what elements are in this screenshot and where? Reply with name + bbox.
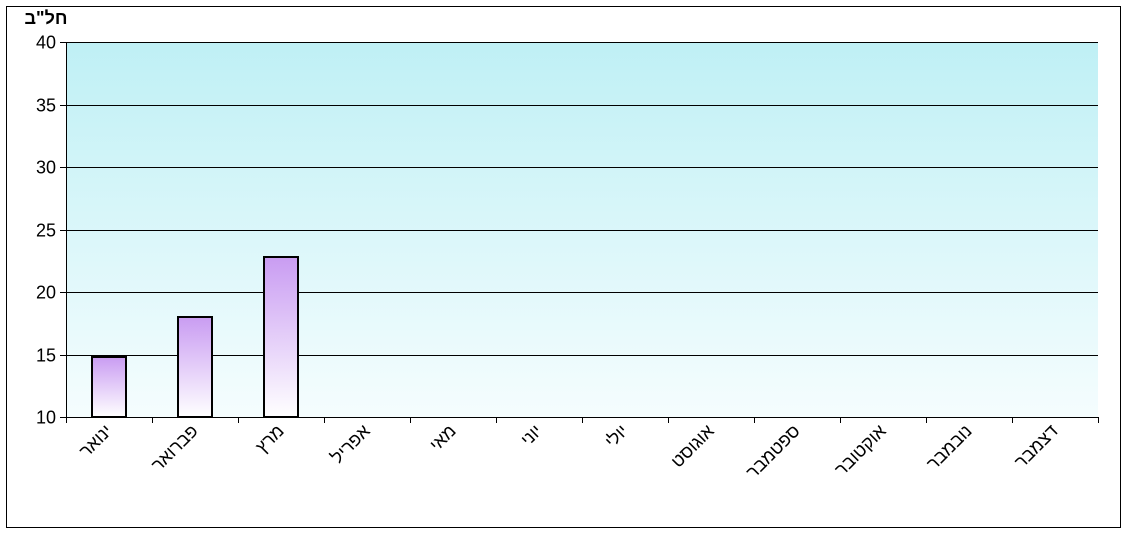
plot-area	[66, 42, 1098, 417]
y-tick-label: 35	[36, 96, 56, 116]
y-tick-label: 30	[36, 158, 56, 178]
y-tick-label: 25	[36, 221, 56, 241]
y-axis-unit-label: חל"ב	[25, 8, 68, 28]
axes	[66, 42, 1099, 423]
y-tick-label: 20	[36, 283, 56, 303]
gridlines	[60, 42, 1098, 418]
bar-0	[91, 356, 127, 418]
y-tick-label: 10	[36, 408, 56, 428]
bars	[91, 256, 299, 418]
y-tick-labels: 10 15 20 25 30 35 40	[36, 33, 56, 428]
bar-1	[177, 316, 213, 418]
y-tick-label: 40	[36, 33, 56, 53]
bar-2	[263, 256, 299, 418]
y-tick-label: 15	[36, 346, 56, 366]
